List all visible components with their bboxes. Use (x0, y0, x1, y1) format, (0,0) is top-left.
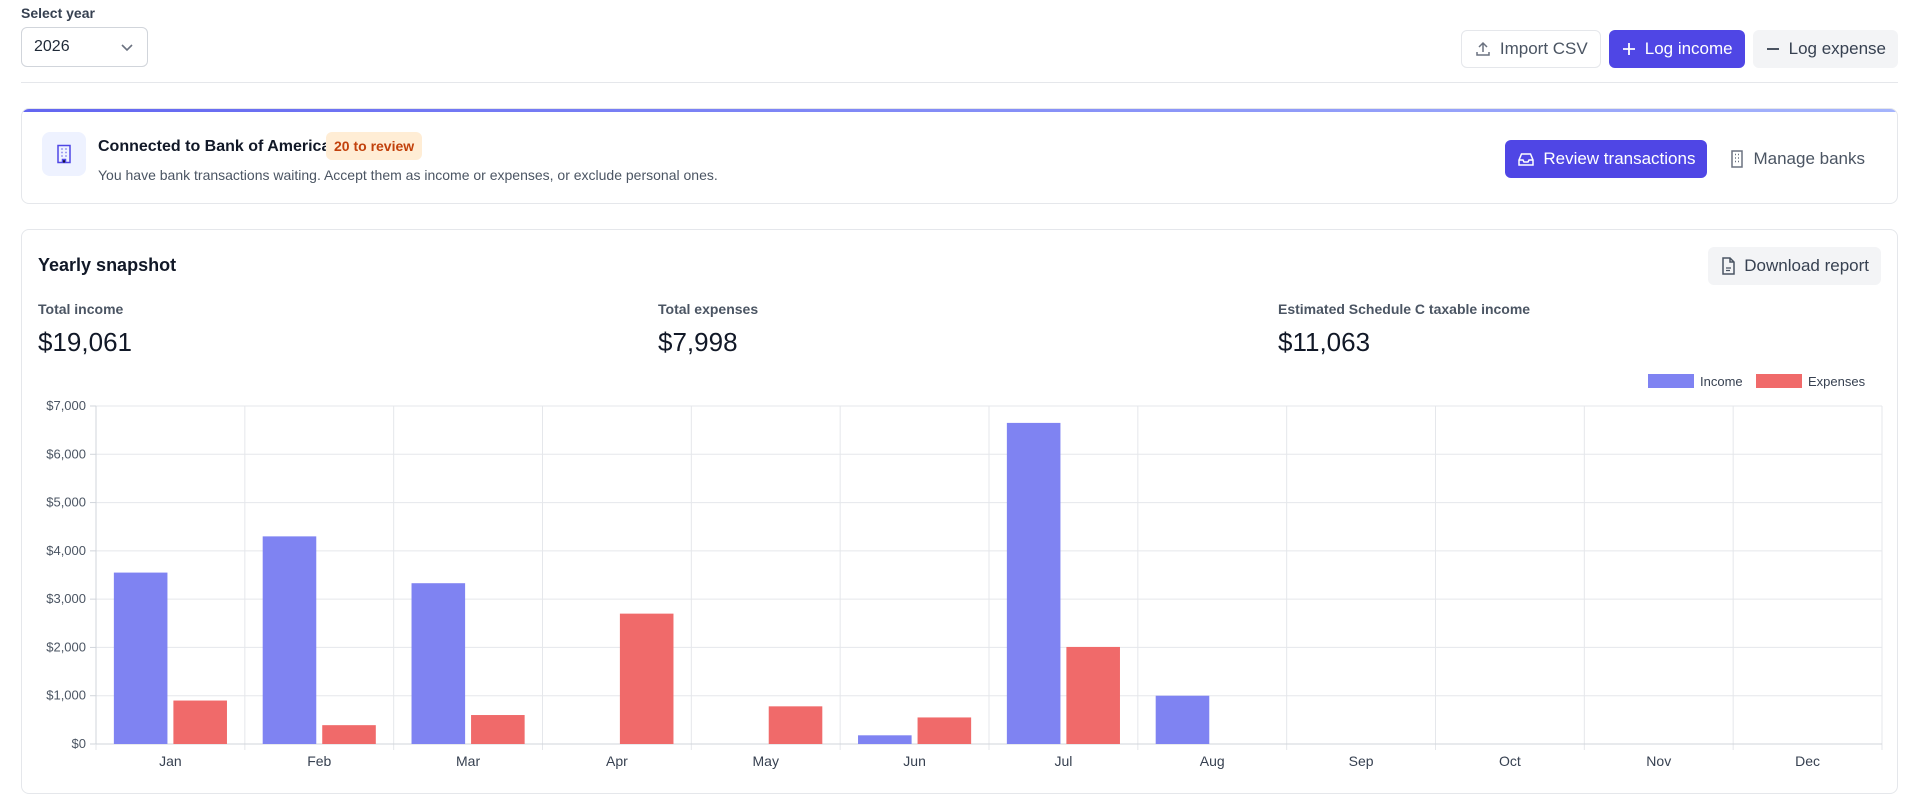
y-tick-label: $6,000 (46, 446, 86, 461)
log-expense-label: Log expense (1788, 39, 1886, 58)
y-tick-label: $1,000 (46, 688, 86, 703)
import-csv-button[interactable]: Import CSV (1460, 30, 1601, 68)
x-tick-label: Nov (1646, 753, 1671, 769)
x-tick-label: Mar (456, 753, 480, 769)
bank-connection-card: Connected to Bank of America 20 to revie… (21, 108, 1898, 204)
metric-taxable-income: Estimated Schedule C taxable income $11,… (1278, 301, 1530, 358)
income-expenses-chart: $0 $1,000 $2,000 $3,000 $4,000 $5,000 $6,000 $7… (46, 374, 1883, 769)
year-label: Select year (21, 5, 95, 21)
import-csv-label: Import CSV (1499, 39, 1588, 58)
bank-title: Connected to Bank of America (98, 138, 331, 155)
income-bar (113, 572, 168, 744)
x-tick-label: Jun (903, 753, 926, 769)
upload-icon (1476, 41, 1490, 56)
download-report-button[interactable]: Download report (1708, 247, 1881, 285)
metric-label: Total expenses (658, 301, 759, 317)
building-icon (1731, 150, 1744, 168)
income-bar (1155, 695, 1210, 744)
review-transactions-label: Review transactions (1543, 149, 1696, 168)
snapshot-title: Yearly snapshot (38, 255, 177, 275)
minus-icon (1766, 48, 1779, 50)
income-bar (411, 583, 466, 744)
download-report-label: Download report (1744, 256, 1869, 275)
expense-bar (768, 706, 823, 744)
metric-value: $7,998 (658, 327, 738, 357)
bank-subtitle: You have bank transactions waiting. Acce… (98, 167, 718, 183)
metric-value: $11,063 (1278, 327, 1371, 357)
year-select[interactable]: 2026 (21, 27, 148, 67)
legend-label: Expenses (1808, 374, 1866, 389)
y-tick-label: $0 (72, 736, 86, 751)
x-tick-label: Dec (1795, 753, 1820, 769)
year-value: 2026 (34, 38, 70, 55)
x-tick-label: Jul (1054, 753, 1072, 769)
x-tick-label: Apr (606, 753, 628, 769)
manage-banks-button[interactable]: Manage banks (1717, 140, 1877, 178)
log-income-label: Log income (1644, 39, 1733, 58)
expense-bar (1066, 646, 1120, 744)
metric-total-income: Total income $19,061 (38, 301, 132, 358)
legend-swatch (1756, 374, 1802, 388)
metric-label: Estimated Schedule C taxable income (1278, 301, 1531, 317)
building-icon (57, 144, 71, 164)
expense-bar (917, 717, 972, 744)
review-count-badge: 20 to review (326, 132, 423, 160)
expense-bar (322, 725, 376, 744)
x-tick-label: May (753, 753, 779, 769)
review-transactions-button[interactable]: Review transactions (1505, 140, 1708, 178)
inbox-icon (1518, 153, 1535, 166)
top-actions: Import CSV Log income Log expense (1460, 30, 1898, 68)
expense-bar (471, 715, 525, 744)
yearly-snapshot-card: Yearly snapshot Download report Total in… (21, 229, 1898, 794)
file-pdf-icon (1722, 257, 1735, 275)
expense-bar (619, 613, 674, 744)
chevron-down-icon (121, 44, 133, 52)
manage-banks-label: Manage banks (1753, 149, 1865, 168)
x-tick-label: Oct (1499, 753, 1521, 769)
y-tick-label: $7,000 (46, 398, 86, 413)
legend-label: Income (1700, 374, 1743, 389)
y-tick-label: $2,000 (46, 639, 86, 654)
bank-icon (42, 132, 86, 176)
log-expense-button[interactable]: Log expense (1752, 30, 1898, 68)
log-income-button[interactable]: Log income (1608, 30, 1745, 68)
income-bar (262, 536, 317, 744)
x-tick-label: Sep (1349, 753, 1374, 769)
legend-swatch (1648, 374, 1694, 388)
bank-actions: Review transactions Manage banks (1505, 140, 1877, 178)
y-tick-label: $5,000 (46, 495, 86, 510)
y-tick-label: $4,000 (46, 543, 86, 558)
accent-bar (22, 109, 1897, 112)
metric-value: $19,061 (38, 327, 132, 357)
income-bar (1006, 422, 1061, 744)
x-tick-label: Jan (159, 753, 182, 769)
y-tick-label: $3,000 (46, 591, 86, 606)
metric-total-expenses: Total expenses $7,998 (658, 301, 758, 358)
metric-label: Total income (38, 301, 124, 317)
divider (21, 82, 1898, 83)
plus-icon (1622, 43, 1635, 55)
income-bar (858, 735, 912, 744)
x-tick-label: Feb (307, 753, 331, 769)
x-tick-label: Aug (1200, 753, 1225, 769)
expense-bar (173, 700, 227, 744)
